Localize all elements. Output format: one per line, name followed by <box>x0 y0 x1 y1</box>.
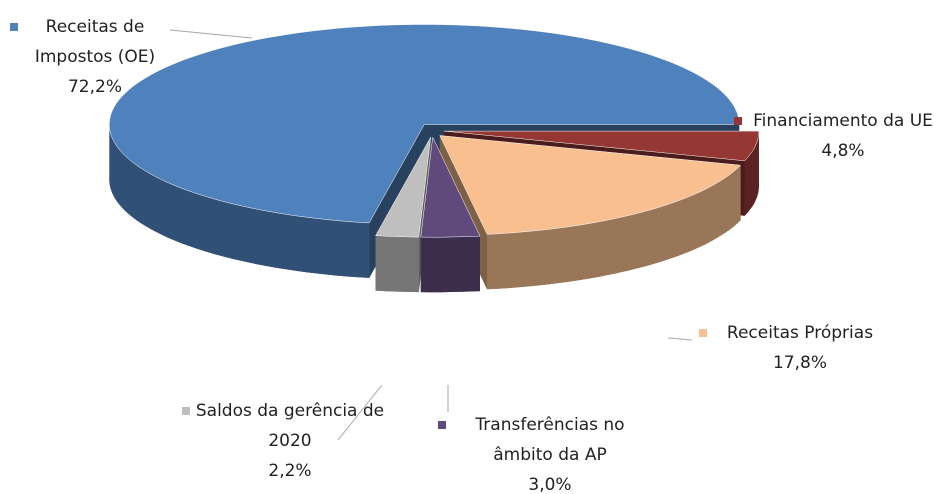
data-label: Saldos da gerência de 2020 2,2% <box>195 396 385 486</box>
legend-marker <box>438 421 446 429</box>
data-label: Receitas de Impostos (OE) 72,2% <box>20 12 170 102</box>
slice-wall <box>109 124 370 278</box>
slice-wall <box>375 235 419 293</box>
slice-wall <box>744 131 759 216</box>
slice <box>420 136 481 238</box>
legend-marker <box>10 23 18 31</box>
slice <box>375 137 431 238</box>
data-label: Receitas Próprias 17,8% <box>710 318 890 378</box>
slice <box>443 130 760 162</box>
category-name: Receitas de Impostos (OE) <box>34 17 156 67</box>
slice <box>439 135 742 235</box>
value-label: 72,2% <box>67 77 122 97</box>
category-name: Saldos da gerência de 2020 <box>195 401 385 451</box>
data-label: Transferências no âmbito da AP 3,0% <box>455 410 645 494</box>
legend-marker <box>734 117 742 125</box>
category-name: Receitas Próprias <box>726 323 874 343</box>
leader-line <box>337 384 383 441</box>
category-name: Transferências no âmbito da AP <box>475 415 625 465</box>
value-label: 17,8% <box>772 353 827 373</box>
leader-line <box>169 29 253 39</box>
legend-marker <box>699 329 707 337</box>
leader-line <box>667 337 693 341</box>
value-label: 3,0% <box>528 475 572 494</box>
data-label: Financiamento da UE 4,8% <box>753 106 933 166</box>
slice <box>109 24 740 224</box>
category-name: Financiamento da UE <box>753 111 933 131</box>
legend-marker <box>182 407 190 415</box>
value-label: 4,8% <box>821 141 865 161</box>
slice-wall <box>487 165 741 290</box>
value-label: 2,2% <box>268 461 312 481</box>
slice-wall <box>420 236 480 293</box>
